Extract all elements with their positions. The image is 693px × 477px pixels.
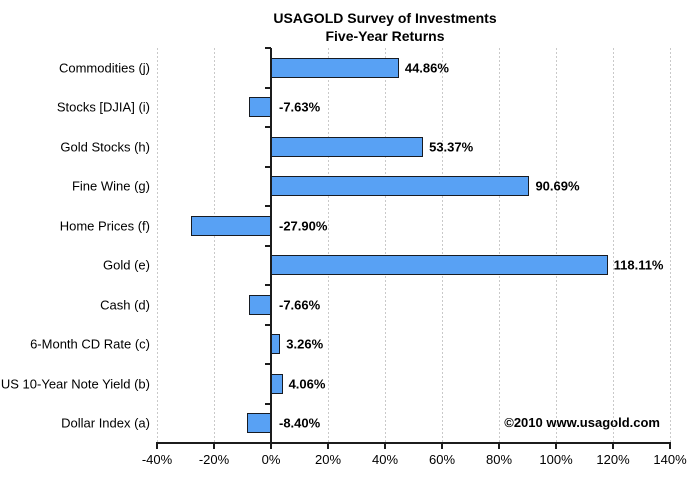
bar <box>249 294 271 315</box>
bar-value-label: 3.26% <box>286 336 324 352</box>
bar <box>191 215 271 236</box>
gridline <box>670 48 671 443</box>
gridline <box>328 48 329 443</box>
bar <box>271 373 283 394</box>
x-tick-label: 120% <box>596 452 630 467</box>
category-boundary-tick <box>265 166 271 168</box>
chart-subtitle: Five-Year Returns <box>325 28 445 44</box>
bar <box>271 176 530 197</box>
bar-value-label: 44.86% <box>404 60 449 76</box>
x-tick-label: 80% <box>485 452 513 467</box>
gridline <box>556 48 557 443</box>
bar <box>271 57 399 78</box>
category-label: Fine Wine (g) <box>71 178 150 194</box>
bar-value-label: 90.69% <box>535 178 580 194</box>
chart-title: USAGOLD Survey of Investments <box>273 10 497 26</box>
x-axis-tick <box>498 444 500 449</box>
x-axis-tick <box>669 444 671 449</box>
category-label: Gold (e) <box>103 257 150 273</box>
category-label: Cash (d) <box>100 297 150 313</box>
x-axis-tick <box>555 444 557 449</box>
category-boundary-tick <box>265 363 271 365</box>
gridline <box>385 48 386 443</box>
bar <box>249 97 271 118</box>
bar <box>271 334 281 355</box>
category-boundary-tick <box>265 245 271 247</box>
x-tick-label: -40% <box>141 452 173 467</box>
bar-value-label: -7.63% <box>279 99 321 115</box>
bar-value-label: 4.06% <box>288 376 326 392</box>
copyright-note: ©2010 www.usagold.com <box>504 415 660 430</box>
category-boundary-tick <box>265 284 271 286</box>
bar-value-label: 118.11% <box>613 257 664 273</box>
x-tick-label: 20% <box>314 452 342 467</box>
bar-value-label: -8.40% <box>279 415 321 431</box>
bar-value-label: -27.90% <box>279 218 328 234</box>
x-tick-label: 0% <box>261 452 281 467</box>
category-boundary-tick <box>265 87 271 89</box>
chart-title-block: USAGOLD Survey of Investments Five-Year … <box>80 9 690 45</box>
bar <box>247 413 271 434</box>
category-boundary-tick <box>265 47 271 49</box>
x-axis-tick <box>327 444 329 449</box>
x-axis-tick <box>441 444 443 449</box>
bar <box>271 255 608 276</box>
zero-axis-line <box>270 48 272 443</box>
category-label: Commodities (j) <box>58 60 150 76</box>
category-boundary-tick <box>265 205 271 207</box>
gridline <box>613 48 614 443</box>
x-axis-tick <box>213 444 215 449</box>
category-label: Stocks [DJIA] (i) <box>56 99 150 115</box>
x-axis-tick <box>270 444 272 449</box>
category-boundary-tick <box>265 403 271 405</box>
bar <box>271 136 424 157</box>
x-tick-label: -20% <box>198 452 230 467</box>
category-boundary-tick <box>265 126 271 128</box>
category-label: 6-Month CD Rate (c) <box>30 336 150 352</box>
x-tick-label: 40% <box>371 452 399 467</box>
category-axis: Commodities (j) Stocks [DJIA] (i) Gold Sto… <box>0 48 150 443</box>
gridline <box>442 48 443 443</box>
bar-value-label: -7.66% <box>279 297 321 313</box>
x-axis-tick <box>156 444 158 449</box>
x-tick-label: 100% <box>539 452 573 467</box>
gridline <box>157 48 158 443</box>
category-label: Gold Stocks (h) <box>60 139 150 155</box>
gridline <box>499 48 500 443</box>
x-axis-tick <box>612 444 614 449</box>
x-tick-label: 140% <box>653 452 687 467</box>
x-axis-tick <box>384 444 386 449</box>
category-label: Home Prices (f) <box>59 218 150 234</box>
x-axis-line <box>156 442 671 444</box>
category-label: US 10-Year Note Yield (b) <box>0 376 150 392</box>
category-label: Dollar Index (a) <box>61 415 150 431</box>
x-tick-label: 60% <box>428 452 456 467</box>
plot-area: ©2010 www.usagold.com -40% -20% 0% 20% 40% 60… <box>142 47 687 467</box>
category-boundary-tick <box>265 324 271 326</box>
gridline <box>214 48 215 443</box>
bar-value-label: 53.37% <box>429 139 474 155</box>
